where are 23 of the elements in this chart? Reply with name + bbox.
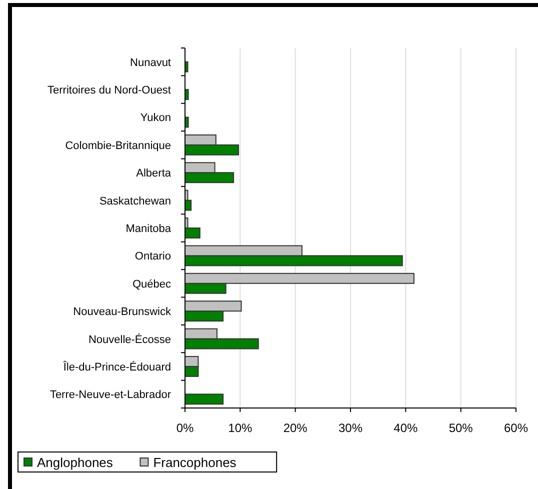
x-tick-label: 40% (394, 421, 418, 435)
x-tick-label: 60% (504, 421, 528, 435)
legend-label: Francophones (153, 455, 237, 470)
y-tick-label: Nouveau-Brunswick (73, 306, 172, 318)
bar (184, 394, 224, 405)
x-tick-label: 50% (448, 421, 474, 435)
x-tick-label: 10% (228, 421, 252, 435)
y-tick-label: Nouvelle-Écosse (88, 332, 171, 346)
y-tick-label: Nunavut (130, 56, 171, 69)
y-tick-label: Territoires du Nord-Ouest (48, 84, 171, 97)
y-tick-label: Yukon (140, 112, 171, 124)
x-tick-label: 0% (176, 421, 194, 435)
y-tick-label: Manitoba (126, 223, 172, 235)
y-tick-label: Saskatchewan (99, 195, 171, 208)
y-tick-label: Île-du-Prince-Édouard (62, 360, 171, 374)
y-tick-label: Terre-Neuve-et-Labrador (50, 389, 172, 402)
y-tick-label: Québec (132, 278, 172, 290)
y-tick-label: Ontario (134, 250, 171, 263)
y-tick-label: Colombie-Britannique (65, 140, 171, 152)
x-tick-label: 30% (338, 421, 363, 435)
y-tick-label: Alberta (136, 168, 172, 180)
legend-label: Anglophones (37, 455, 114, 470)
x-tick-label: 20% (283, 421, 308, 435)
